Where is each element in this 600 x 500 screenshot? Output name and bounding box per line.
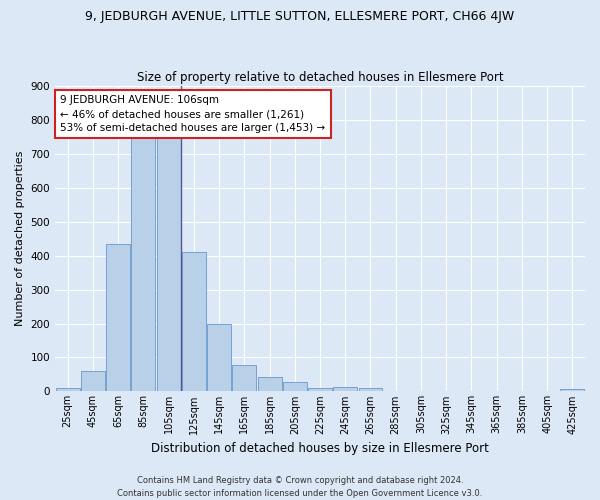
Bar	[308, 388, 332, 392]
X-axis label: Distribution of detached houses by size in Ellesmere Port: Distribution of detached houses by size …	[151, 442, 489, 455]
Bar	[131, 137, 155, 392]
Text: 9, JEDBURGH AVENUE, LITTLE SUTTON, ELLESMERE PORT, CH66 4JW: 9, JEDBURGH AVENUE, LITTLE SUTTON, ELLES…	[85, 10, 515, 23]
Bar	[207, 324, 231, 392]
Title: Size of property relative to detached houses in Ellesmere Port: Size of property relative to detached ho…	[137, 70, 503, 84]
Bar	[232, 365, 256, 392]
Bar	[257, 377, 281, 392]
Bar	[333, 386, 357, 392]
Text: Contains HM Land Registry data © Crown copyright and database right 2024.
Contai: Contains HM Land Registry data © Crown c…	[118, 476, 482, 498]
Bar	[56, 388, 80, 392]
Bar	[560, 388, 584, 392]
Y-axis label: Number of detached properties: Number of detached properties	[15, 151, 25, 326]
Bar	[182, 252, 206, 392]
Bar	[81, 371, 105, 392]
Bar	[283, 382, 307, 392]
Bar	[157, 137, 181, 392]
Bar	[106, 244, 130, 392]
Bar	[359, 388, 382, 392]
Text: 9 JEDBURGH AVENUE: 106sqm
← 46% of detached houses are smaller (1,261)
53% of se: 9 JEDBURGH AVENUE: 106sqm ← 46% of detac…	[61, 95, 325, 133]
